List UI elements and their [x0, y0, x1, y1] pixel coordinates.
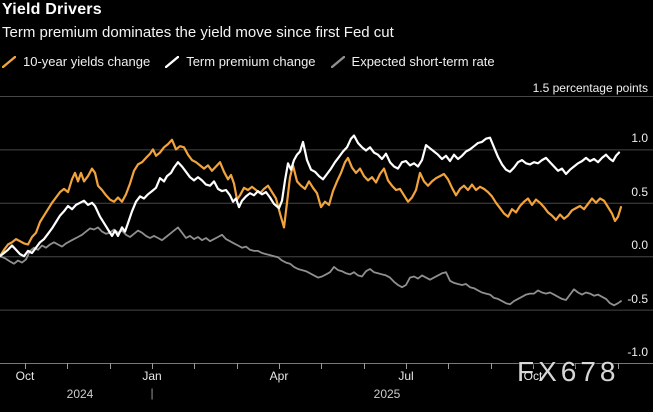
x-axis-year-label-2025: 2025: [373, 387, 401, 401]
series-line-expected-short-term-rate: [0, 226, 622, 307]
y-axis-label--1.0: -1.0: [627, 345, 648, 359]
x-axis-year-label-2024: 2024: [66, 387, 94, 401]
y-axis-label-0.5: 0.5: [631, 184, 648, 199]
y-axis-unit-label: 1.5 percentage points: [532, 81, 648, 95]
legend-slash-icon: [165, 55, 180, 68]
legend-slash-icon: [2, 55, 16, 68]
series-line-term-premium-change: [0, 134, 621, 258]
chart-title: Yield Drivers: [2, 1, 102, 18]
chart-legend: 10-year yields change Term premium change…: [2, 54, 495, 69]
watermark-fx678: FX678: [517, 356, 620, 387]
x-axis-label-apr-279: Apr: [269, 369, 289, 383]
legend-label: Expected short-term rate: [351, 54, 495, 69]
chart-subtitle: Term premium dominates the yield move si…: [2, 24, 394, 41]
legend-item-expected-short-term-rate: Expected short-term rate: [330, 54, 495, 69]
x-axis-label-oct-533: Oct: [523, 369, 543, 383]
y-axis-label-1.0: 1.0: [631, 131, 648, 146]
y-axis-label--0.5: -0.5: [627, 291, 648, 306]
x-axis-label-jan-152: Jan: [142, 369, 162, 383]
legend-item-term-premium-change: Term premium change: [165, 54, 316, 69]
x-axis-label-oct-25: Oct: [15, 369, 35, 383]
legend-label: Term premium change: [186, 54, 316, 69]
x-axis-label-jul-406: Jul: [398, 369, 414, 383]
series-line-10-year-yields-change: [0, 138, 623, 258]
legend-slash-icon: [330, 55, 345, 68]
year-divider-tick: |: [150, 386, 154, 400]
legend-label: 10-year yields change: [23, 54, 151, 69]
y-axis-label-0.0: 0.0: [631, 238, 648, 253]
legend-item-10-year-yields-change: 10-year yields change: [2, 54, 150, 69]
